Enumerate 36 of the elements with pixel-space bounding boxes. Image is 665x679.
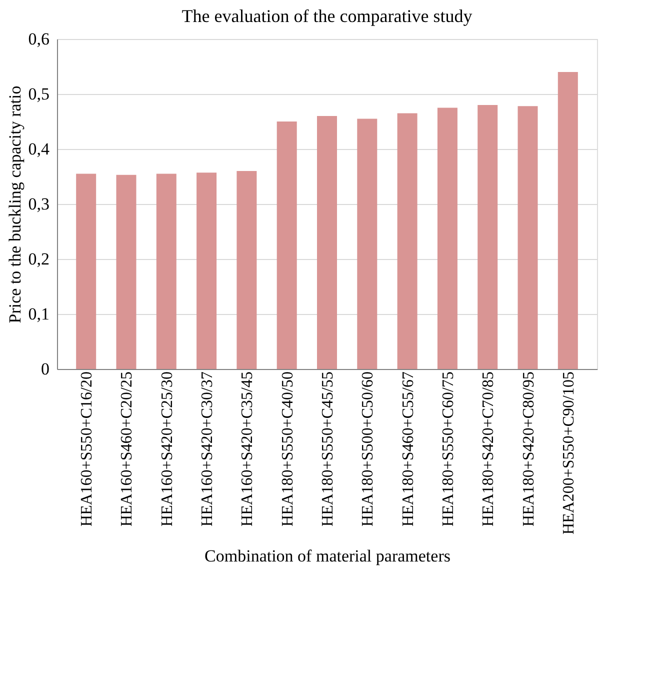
y-tick-label: 0,6 [28,30,50,48]
y-tick-label: 0,4 [28,140,50,158]
bar [518,106,538,369]
y-tick-label: 0 [41,360,50,378]
x-tick-label: HEA160+S420+C25/30 [158,372,176,526]
bar [478,105,498,369]
x-tick-label: HEA180+S500+C50/60 [360,372,377,526]
bar [317,116,337,369]
x-tick-label: HEA180+S420+C70/85 [480,372,498,526]
bar [116,174,136,369]
bar [558,72,578,369]
x-tick-label: HEA180+S550+C60/75 [440,372,457,526]
y-tick-label: 0,2 [28,250,50,268]
x-tick-label: HEA180+S460+C55/67 [400,372,417,526]
bar [156,174,176,369]
y-axis-title: Price to the buckling capacity ratio [5,86,24,324]
x-axis-title: Combination of material parameters [204,546,450,566]
x-tick-label: HEA160+S420+C35/45 [239,372,256,526]
chart-title: The evaluation of the comparative study [182,6,472,26]
y-tick-label: 0,3 [28,194,50,214]
bar [357,118,378,369]
bar [196,172,217,369]
bar [76,174,96,369]
x-tick-label: HEA160+S420+C30/37 [199,372,216,526]
bar [236,171,257,369]
bar [276,122,297,369]
x-tick-label: HEA200+S550+C90/105 [560,372,578,534]
y-tick-label: 0,5 [28,84,50,104]
x-tick-label: HEA180+S550+C40/50 [279,372,296,526]
bar [397,113,418,369]
x-tick-label: HEA180+S550+C45/55 [320,372,336,526]
bar [437,108,458,369]
x-tick-label: HEA180+S420+C80/95 [520,372,538,526]
y-tick-label: 0,1 [28,304,50,324]
x-tick-label: HEA160+S550+C16/20 [78,372,96,526]
x-tick-label: HEA160+S460+C20/25 [118,372,136,526]
